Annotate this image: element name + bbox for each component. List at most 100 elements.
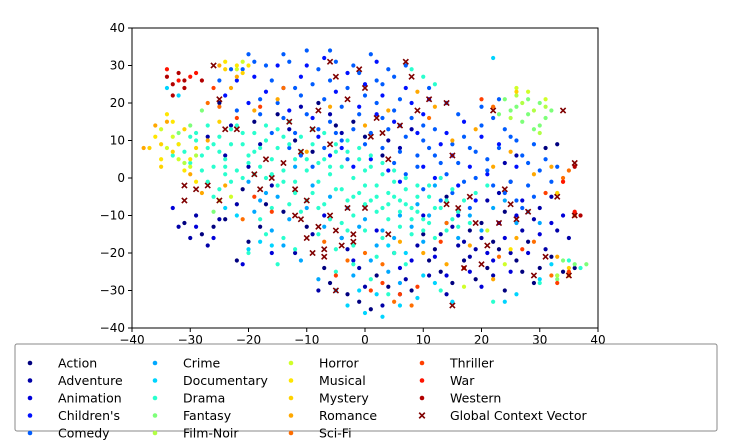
data-point <box>327 78 333 83</box>
data-point <box>543 157 548 162</box>
legend-marker <box>27 413 33 418</box>
data-point <box>549 164 554 169</box>
data-point <box>531 217 537 222</box>
data-point <box>432 247 437 252</box>
data-point <box>415 89 420 94</box>
data-point <box>217 187 222 192</box>
data-point <box>374 243 379 248</box>
data-point <box>514 235 519 241</box>
data-point <box>496 254 502 259</box>
data-point <box>199 168 204 173</box>
data-point <box>281 134 286 139</box>
data-point <box>549 273 554 278</box>
data-point <box>333 142 338 147</box>
data-point <box>263 190 269 196</box>
data-point <box>357 104 362 109</box>
data-point <box>508 115 513 121</box>
data-point <box>304 157 309 162</box>
data-point <box>524 208 532 215</box>
data-point <box>351 119 356 124</box>
data-point <box>426 194 432 199</box>
series-documentary <box>164 55 554 319</box>
data-point <box>560 175 566 181</box>
data-point <box>176 78 181 83</box>
data-point <box>181 182 188 189</box>
data-point <box>543 115 548 121</box>
data-point <box>368 288 373 293</box>
data-point <box>357 145 362 151</box>
data-point <box>217 78 222 83</box>
data-point <box>362 250 368 256</box>
data-point <box>502 299 507 304</box>
data-point <box>572 262 577 267</box>
data-point <box>240 187 245 192</box>
data-point <box>281 243 286 248</box>
data-point <box>374 78 379 83</box>
data-point <box>287 59 292 64</box>
data-point <box>205 138 210 143</box>
data-point <box>392 179 397 184</box>
data-point <box>228 67 234 72</box>
data-point <box>489 107 497 114</box>
data-point <box>368 307 373 312</box>
data-point <box>188 157 193 162</box>
data-point <box>444 262 449 267</box>
data-point <box>467 269 472 274</box>
data-point <box>362 202 368 207</box>
data-point <box>164 74 170 79</box>
data-point <box>246 247 251 252</box>
legend-box <box>14 343 718 432</box>
data-point <box>188 160 193 166</box>
data-point <box>396 122 404 129</box>
data-point <box>199 108 204 113</box>
data-point <box>345 85 350 91</box>
data-point <box>159 142 164 147</box>
data-point <box>362 82 368 87</box>
data-point <box>537 280 542 286</box>
data-point <box>263 202 269 207</box>
data-point <box>415 284 420 289</box>
legend-marker <box>152 395 158 401</box>
data-point <box>275 194 280 199</box>
data-point <box>368 277 373 282</box>
data-point <box>403 175 408 181</box>
data-point <box>240 217 245 222</box>
data-point <box>537 265 542 271</box>
data-point <box>291 186 299 193</box>
data-point <box>542 253 549 260</box>
data-point <box>496 190 502 196</box>
data-point <box>409 288 414 293</box>
data-point <box>368 164 373 169</box>
data-point <box>520 153 525 158</box>
data-point <box>584 262 589 267</box>
data-point <box>269 183 274 188</box>
plot-frame <box>131 27 599 329</box>
data-point <box>397 97 403 102</box>
data-point <box>333 89 338 94</box>
data-point <box>275 127 280 132</box>
data-point <box>520 198 525 203</box>
data-point <box>386 269 391 274</box>
data-point <box>491 55 496 61</box>
data-point <box>182 168 187 173</box>
data-point <box>345 149 350 154</box>
data-point <box>339 235 344 241</box>
data-point <box>263 123 269 128</box>
data-point <box>357 112 362 117</box>
data-point <box>508 149 513 154</box>
legend-label: Action <box>58 356 97 371</box>
data-point <box>421 250 426 256</box>
data-point <box>461 239 467 244</box>
data-point <box>327 112 333 117</box>
data-point <box>298 93 304 98</box>
data-point <box>555 280 560 286</box>
data-point <box>333 130 338 136</box>
data-point <box>386 127 391 132</box>
data-point <box>530 272 538 279</box>
data-point <box>193 138 199 143</box>
data-point <box>502 262 507 267</box>
data-point <box>450 190 455 196</box>
data-point <box>549 108 554 113</box>
data-point <box>153 134 158 139</box>
data-point <box>456 235 461 241</box>
